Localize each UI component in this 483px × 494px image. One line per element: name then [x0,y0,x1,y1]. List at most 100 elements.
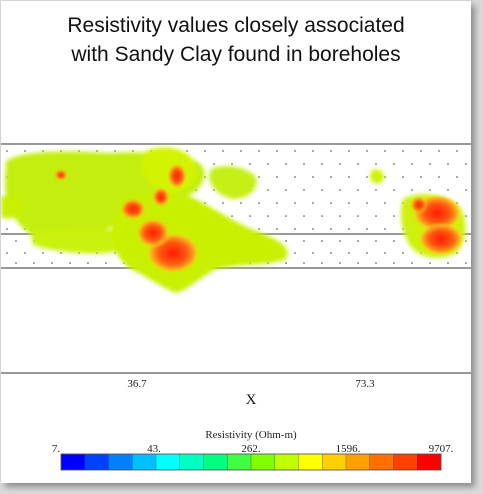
colorbar-swatch [132,453,157,471]
sample-point [339,189,341,191]
sample-point [321,240,323,242]
colorbar-tick-label: 43. [147,443,161,455]
sample-point [267,163,269,165]
left-lower-blob [31,228,132,254]
sample-point [429,163,431,165]
sample-point [6,252,8,254]
x-tick-label: 73.3 [355,378,375,390]
sample-point [348,202,350,204]
sample-point [15,240,17,242]
sample-point [402,150,404,152]
colorbar-swatch [108,453,133,471]
colorbar-swatch [179,453,204,471]
chart-title-line2: with Sandy Clay found in boreholes [71,43,401,66]
sample-point [375,240,377,242]
sample-point [312,252,314,254]
sample-point [366,202,368,204]
colorbar-swatch [203,453,228,471]
sample-point [357,262,359,264]
sample-point [276,202,278,204]
sample-point [276,228,278,230]
sample-point [15,262,17,264]
sample-point [267,215,269,217]
sample-point [312,176,314,178]
sample-point [384,176,386,178]
colorbar-swatch [274,453,299,471]
sample-point [51,262,53,264]
sample-point [321,163,323,165]
colorbar-border [60,453,442,471]
mid-right-blob [209,166,257,199]
sample-point [42,150,44,152]
chart-svg: 36.7 73.3 X Resistivity (Ohm-m) 7. 43. 2… [1,143,471,471]
sample-point [285,215,287,217]
hot-center-3 [121,199,145,219]
sample-point [132,150,134,152]
colorbar-swatch [227,453,252,471]
sample-point [294,252,296,254]
sample-point [384,252,386,254]
sample-point [384,228,386,230]
sample-point [276,176,278,178]
sample-point [222,150,224,152]
colorbar-tick-label: 262. [241,443,261,455]
sample-point [348,228,350,230]
hot-center-2 [137,219,169,247]
sample-point [33,262,35,264]
sample-point [258,150,260,152]
sample-point [231,163,233,165]
sample-point [303,163,305,165]
sample-point [114,150,116,152]
sample-point [357,240,359,242]
sample-point [222,202,224,204]
sample-point [438,176,440,178]
sample-point [303,215,305,217]
sample-point [402,176,404,178]
sample-point [258,176,260,178]
sample-point [204,176,206,178]
sample-point [285,240,287,242]
sample-point [60,252,62,254]
sample-point [465,163,467,165]
sample-point [420,150,422,152]
colorbar-title: Resistivity (Ohm-m) [205,429,297,441]
sample-point [411,163,413,165]
resistivity-field [1,147,466,293]
colorbar-swatch [60,453,86,471]
sample-point [249,215,251,217]
sample-point [357,189,359,191]
sample-point [447,189,449,191]
colorbar-swatch [84,453,109,471]
sample-point [6,150,8,152]
sample-point [96,150,98,152]
sample-point [78,150,80,152]
sample-point [375,262,377,264]
figure-card: Resistivity values closely associated wi… [1,1,471,483]
sample-point [429,262,431,264]
sample-point [114,252,116,254]
high-resistivity-zone [55,164,463,273]
colorbar-tick-label: 9707. [429,443,454,455]
sample-point [465,215,467,217]
sample-point [339,262,341,264]
colorbar-swatch [155,453,181,471]
sample-point [6,228,8,230]
sample-point [375,189,377,191]
sample-point [465,262,467,264]
chart-title-line1: Resistivity values closely associated [67,14,405,37]
sample-point [366,252,368,254]
sample-point [339,240,341,242]
colorbar: Resistivity (Ohm-m) 7. 43. 262. 1596. 97… [52,429,454,471]
sample-point [276,150,278,152]
hot-center-4 [168,164,186,188]
sample-point [384,202,386,204]
x-axis-label: X [246,392,257,408]
sample-point [420,176,422,178]
colorbar-tick-label: 1596. [336,443,361,455]
sample-point [339,215,341,217]
sample-point [231,215,233,217]
sample-point [285,262,287,264]
sample-point [24,150,26,152]
sample-point [393,189,395,191]
sample-point [357,163,359,165]
